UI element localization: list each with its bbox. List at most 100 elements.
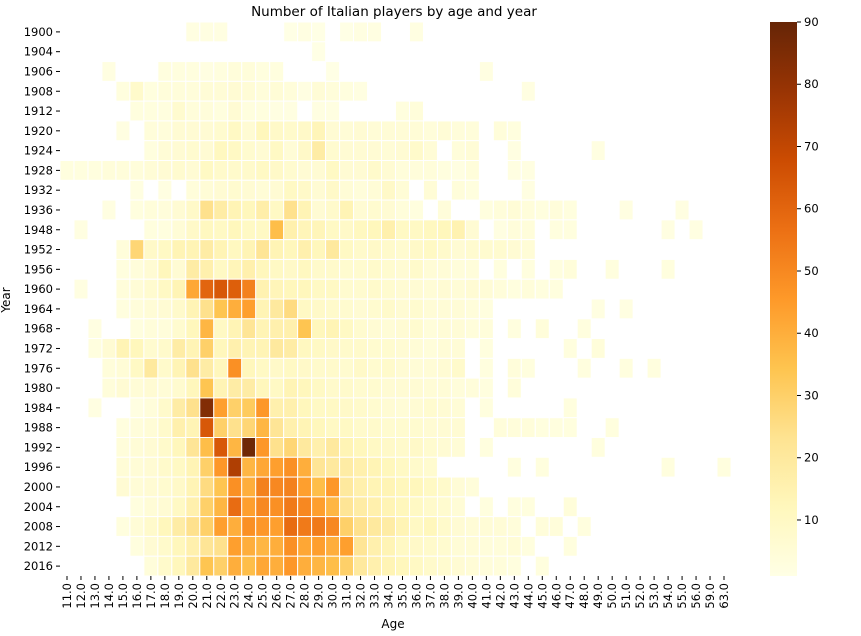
heatmap-cell	[353, 140, 369, 162]
heatmap-cell	[199, 239, 215, 260]
heatmap-cell	[297, 397, 313, 419]
heatmap-cell	[255, 496, 271, 518]
heatmap-cell	[199, 318, 215, 340]
heatmap-cell	[199, 516, 215, 537]
heatmap-cell	[227, 298, 243, 320]
heatmap-cell	[227, 160, 243, 181]
heatmap-cell	[367, 357, 383, 379]
heatmap-cell	[311, 437, 327, 458]
heatmap-cell	[450, 555, 466, 577]
heatmap-cell	[325, 120, 341, 142]
heatmap-cell	[185, 199, 201, 221]
heatmap-cell	[283, 160, 299, 181]
heatmap-cell	[241, 160, 257, 181]
heatmap-cell	[381, 258, 396, 280]
heatmap-cell	[353, 278, 369, 300]
heatmap-cell	[213, 219, 229, 241]
heatmap-cell	[353, 258, 369, 280]
heatmap-cell	[478, 338, 494, 359]
heatmap-cell	[367, 278, 383, 300]
heatmap-cell	[101, 199, 117, 221]
heatmap-cell	[506, 555, 522, 577]
heatmap-cell	[269, 417, 285, 438]
heatmap-cell	[171, 456, 187, 478]
heatmap-cell	[325, 298, 341, 320]
heatmap-cell	[269, 496, 285, 518]
heatmap-cell	[478, 357, 494, 379]
heatmap-cell	[199, 397, 215, 419]
heatmap-cell	[129, 476, 145, 498]
heatmap-cell	[367, 258, 383, 280]
heatmap-cell	[269, 338, 285, 359]
heatmap-cell	[604, 417, 620, 438]
heatmap-cell	[199, 278, 215, 300]
heatmap-cell	[422, 318, 438, 340]
heatmap-cell	[395, 239, 410, 260]
heatmap-cell	[115, 160, 131, 181]
heatmap-cell	[269, 476, 285, 498]
heatmap-cell	[562, 397, 578, 419]
heatmap-cell	[408, 417, 424, 438]
heatmap-cell	[101, 160, 117, 181]
heatmap-cell	[213, 496, 229, 518]
heatmap-cell	[199, 199, 215, 221]
heatmap-cell	[171, 496, 187, 518]
heatmap-cell	[436, 318, 452, 340]
heatmap-cell	[227, 120, 243, 142]
heatmap-cell	[255, 456, 271, 478]
heatmap-cell	[171, 120, 187, 142]
heatmap-cell	[618, 298, 634, 320]
heatmap-cell	[241, 377, 257, 399]
x-tick-label: 36.0	[409, 583, 423, 609]
heatmap-cell	[269, 80, 285, 102]
heatmap-cell	[339, 456, 355, 478]
heatmap-cell	[185, 61, 201, 82]
heatmap-cell	[241, 496, 257, 518]
heatmap-cell	[408, 120, 424, 142]
heatmap-cell	[143, 318, 159, 340]
heatmap-cell	[562, 496, 578, 518]
y-tick-label: 1912	[24, 104, 53, 118]
x-tick-label: 42.0	[493, 583, 507, 609]
heatmap-cell	[199, 61, 215, 82]
x-tick-label: 29.0	[312, 583, 326, 609]
heatmap-cell	[478, 437, 494, 458]
heatmap-cell	[395, 516, 410, 537]
heatmap-cell	[311, 318, 327, 340]
heatmap-cell	[255, 140, 271, 162]
heatmap-cell	[283, 80, 299, 102]
heatmap-cell	[492, 199, 508, 221]
heatmap-cell	[157, 535, 173, 557]
heatmap-cell	[129, 535, 145, 557]
heatmap-cell	[408, 397, 424, 419]
heatmap-cell	[157, 456, 173, 478]
heatmap-cell	[353, 298, 369, 320]
heatmap-cell	[297, 179, 313, 201]
x-tick-label: 59.0	[703, 583, 717, 609]
heatmap-cell	[227, 357, 243, 379]
heatmap-cell	[241, 535, 257, 557]
heatmap-cell	[157, 278, 173, 300]
heatmap-cell	[548, 199, 564, 221]
heatmap-cell	[408, 338, 424, 359]
y-tick-label: 2016	[24, 559, 53, 573]
y-tick-label: 1952	[24, 243, 53, 257]
heatmap-cell	[408, 160, 424, 181]
heatmap-cell	[395, 496, 410, 518]
x-tick-label: 11.0	[60, 583, 74, 609]
heatmap-cell	[311, 80, 327, 102]
heatmap-cell	[283, 258, 299, 280]
heatmap-cell	[185, 377, 201, 399]
heatmap-cell	[450, 160, 466, 181]
heatmap-cell	[339, 258, 355, 280]
heatmap-cell	[422, 437, 438, 458]
heatmap-cell	[255, 120, 271, 142]
heatmap-cell	[255, 278, 271, 300]
heatmap-cell	[422, 338, 438, 359]
heatmap-cell	[492, 535, 508, 557]
heatmap-cell	[464, 239, 480, 260]
heatmap-cell	[562, 219, 578, 241]
heatmap-cell	[590, 140, 606, 162]
heatmap-cell	[171, 318, 187, 340]
